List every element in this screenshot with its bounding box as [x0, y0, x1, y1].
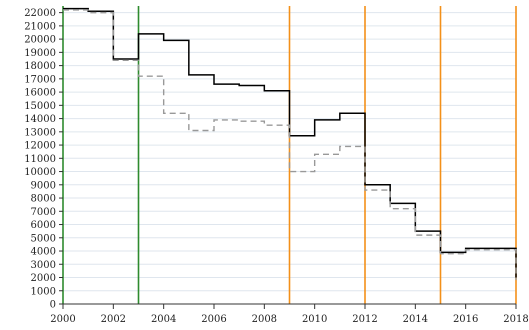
y-tick-label-17: 17000	[24, 74, 56, 85]
y-tick-label-19: 19000	[24, 48, 56, 59]
x-tick-label-2: 2004	[151, 314, 176, 325]
x-tick-label-5: 2010	[302, 314, 327, 325]
y-tick-label-9: 9000	[31, 180, 56, 191]
y-tick-label-0: 0	[50, 300, 56, 311]
x-tick-label-3: 2006	[201, 314, 226, 325]
x-tick-label-1: 2002	[101, 314, 126, 325]
y-tick-label-18: 18000	[24, 61, 56, 72]
y-tick-label-8: 8000	[31, 194, 56, 205]
y-tick-label-20: 20000	[24, 35, 56, 46]
y-tick-label-4: 4000	[31, 247, 56, 258]
y-tick-label-15: 15000	[24, 101, 56, 112]
y-tick-label-22: 22000	[24, 8, 56, 19]
data-series	[63, 7, 517, 281]
y-tick-label-11: 11000	[24, 154, 56, 165]
y-tick-label-3: 3000	[31, 260, 56, 271]
y-axis-ticks: 0 1000 2000 3000 4000 5000 6000 7000 8000 9000 100…	[24, 8, 63, 311]
y-tick-label-1: 1000	[31, 286, 56, 297]
y-tick-label-12: 12000	[24, 141, 56, 152]
x-tick-label-6: 2012	[352, 314, 377, 325]
y-tick-label-10: 10000	[24, 167, 56, 178]
x-tick-label-4: 2008	[252, 314, 277, 325]
y-tick-label-14: 14000	[24, 114, 56, 125]
y-tick-label-16: 16000	[24, 88, 56, 99]
y-tick-label-7: 7000	[31, 207, 56, 218]
x-tick-label-9: 2018	[503, 314, 528, 325]
y-tick-label-21: 21000	[24, 21, 56, 32]
y-tick-label-13: 13000	[24, 127, 56, 138]
x-tick-label-8: 2016	[453, 314, 478, 325]
y-tick-label-2: 2000	[31, 273, 56, 284]
x-tick-label-0: 2000	[50, 314, 75, 325]
x-tick-label-7: 2014	[403, 314, 428, 325]
x-axis-ticks: 2000 2002 2004 2006 2008 2010 2012 2014 2016 2018	[50, 304, 529, 325]
y-tick-label-6: 6000	[31, 220, 56, 231]
y-tick-label-5: 5000	[31, 233, 56, 244]
